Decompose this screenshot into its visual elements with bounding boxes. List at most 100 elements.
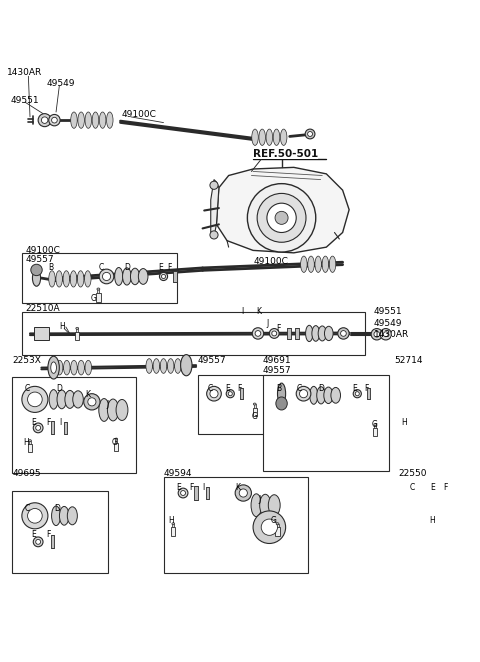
- Bar: [206, 487, 209, 498]
- Bar: [22, 312, 365, 355]
- Circle shape: [228, 392, 232, 396]
- Ellipse shape: [78, 112, 84, 128]
- Circle shape: [374, 332, 380, 337]
- Ellipse shape: [324, 387, 333, 404]
- Text: E: E: [158, 263, 163, 273]
- Bar: [114, 442, 119, 451]
- Ellipse shape: [51, 362, 57, 373]
- Text: 1430AR: 1430AR: [7, 68, 42, 77]
- Bar: [287, 328, 290, 339]
- Text: 22550: 22550: [398, 469, 427, 477]
- Bar: [407, 424, 409, 428]
- Text: F: F: [444, 483, 448, 493]
- Text: 49551: 49551: [373, 307, 402, 316]
- Text: C: C: [207, 384, 213, 393]
- Ellipse shape: [76, 327, 79, 330]
- Circle shape: [36, 540, 41, 544]
- Ellipse shape: [310, 387, 318, 404]
- Text: 49549: 49549: [46, 79, 75, 89]
- Bar: [171, 527, 175, 536]
- Text: E: E: [226, 384, 230, 393]
- Text: H: H: [401, 418, 407, 427]
- Text: D: D: [124, 263, 130, 273]
- Ellipse shape: [77, 271, 84, 287]
- Ellipse shape: [273, 129, 280, 146]
- Circle shape: [226, 390, 234, 398]
- Text: G: G: [252, 412, 257, 420]
- Circle shape: [235, 485, 252, 501]
- Circle shape: [180, 491, 185, 495]
- Text: F: F: [46, 418, 51, 427]
- Ellipse shape: [115, 267, 123, 285]
- Circle shape: [255, 330, 261, 336]
- Text: 49100C: 49100C: [253, 257, 288, 266]
- Bar: [96, 293, 101, 301]
- Text: F: F: [46, 530, 51, 540]
- Text: 49100C: 49100C: [25, 246, 60, 254]
- Circle shape: [41, 117, 48, 123]
- Circle shape: [22, 387, 48, 412]
- Circle shape: [210, 181, 218, 189]
- Ellipse shape: [308, 256, 314, 272]
- Ellipse shape: [57, 390, 67, 408]
- Ellipse shape: [138, 269, 148, 285]
- Ellipse shape: [73, 391, 84, 408]
- Text: 49551: 49551: [11, 96, 39, 105]
- Bar: [75, 332, 79, 340]
- Text: E: E: [352, 384, 357, 393]
- Ellipse shape: [306, 325, 313, 342]
- Circle shape: [308, 132, 312, 136]
- Text: G: G: [90, 293, 96, 303]
- Text: K: K: [85, 391, 90, 399]
- Ellipse shape: [322, 256, 329, 272]
- Circle shape: [210, 390, 218, 398]
- Circle shape: [275, 211, 288, 224]
- Circle shape: [161, 275, 166, 279]
- Ellipse shape: [175, 359, 181, 373]
- Circle shape: [247, 183, 316, 252]
- Circle shape: [371, 328, 383, 340]
- Text: E: E: [32, 418, 36, 427]
- Circle shape: [300, 390, 308, 398]
- Circle shape: [31, 264, 42, 275]
- Text: H: H: [429, 516, 435, 525]
- Bar: [97, 289, 99, 293]
- Ellipse shape: [92, 112, 99, 128]
- Circle shape: [296, 387, 311, 401]
- Ellipse shape: [472, 394, 480, 416]
- Bar: [434, 520, 436, 524]
- Circle shape: [159, 272, 168, 281]
- Bar: [367, 388, 370, 399]
- Text: 49695: 49695: [12, 469, 41, 477]
- Circle shape: [239, 489, 247, 497]
- Circle shape: [341, 330, 346, 336]
- Ellipse shape: [172, 523, 175, 525]
- Ellipse shape: [108, 399, 119, 421]
- Circle shape: [27, 508, 42, 523]
- Circle shape: [38, 114, 51, 126]
- Text: F: F: [190, 483, 194, 493]
- Ellipse shape: [29, 440, 31, 442]
- Bar: [433, 524, 437, 532]
- Bar: [198, 375, 286, 434]
- Text: 2253X: 2253X: [12, 356, 41, 365]
- Ellipse shape: [85, 360, 92, 375]
- Ellipse shape: [107, 112, 113, 128]
- Ellipse shape: [49, 271, 55, 287]
- Bar: [28, 444, 32, 452]
- Bar: [295, 328, 299, 339]
- Ellipse shape: [63, 360, 70, 375]
- Ellipse shape: [85, 112, 92, 128]
- Circle shape: [88, 398, 96, 406]
- Text: 49100C: 49100C: [121, 111, 156, 119]
- Ellipse shape: [300, 256, 307, 272]
- Ellipse shape: [153, 359, 160, 373]
- Circle shape: [36, 426, 41, 430]
- Ellipse shape: [70, 271, 77, 287]
- Text: J: J: [107, 401, 109, 409]
- Polygon shape: [216, 167, 349, 253]
- Text: J: J: [266, 319, 268, 328]
- Ellipse shape: [71, 360, 77, 375]
- Ellipse shape: [324, 326, 333, 341]
- Ellipse shape: [78, 360, 84, 375]
